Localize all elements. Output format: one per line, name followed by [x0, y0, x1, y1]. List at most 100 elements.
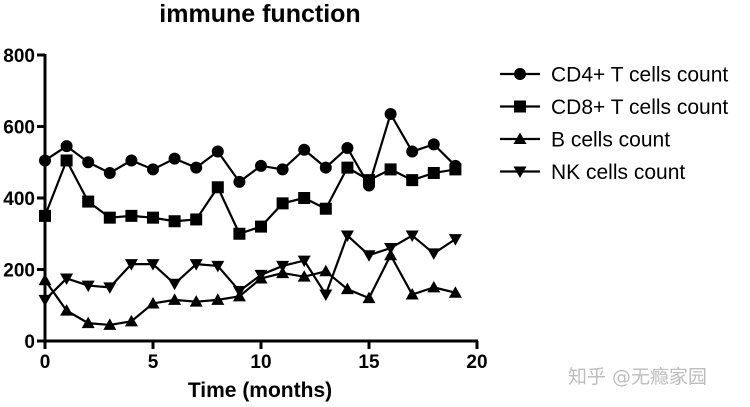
data-point — [448, 286, 462, 298]
data-point — [103, 318, 117, 330]
data-point — [340, 282, 354, 295]
data-point — [60, 273, 74, 285]
chart-title: immune function — [159, 0, 360, 28]
data-point — [341, 161, 354, 174]
data-point — [406, 174, 419, 187]
data-point — [319, 161, 332, 174]
data-point — [125, 209, 138, 222]
legend-marker — [514, 68, 526, 80]
data-point — [298, 143, 311, 156]
legend-label: B cells count — [551, 129, 670, 152]
data-point — [427, 166, 440, 179]
data-point — [319, 202, 332, 215]
data-point — [448, 234, 462, 246]
series-circle — [39, 107, 462, 192]
data-point — [341, 141, 354, 154]
data-point — [103, 211, 116, 224]
series-square — [39, 154, 462, 240]
data-point — [103, 282, 117, 294]
x-axis-title: Time (months) — [188, 379, 332, 402]
data-point — [405, 288, 419, 300]
data-point — [60, 304, 74, 316]
data-point — [147, 163, 159, 176]
data-point — [146, 259, 160, 271]
legend-marker — [514, 100, 526, 113]
data-point — [406, 145, 419, 158]
data-point — [362, 291, 376, 304]
y-tick-label: 800 — [3, 46, 35, 67]
data-point — [298, 192, 311, 204]
data-point — [384, 107, 397, 120]
legend: CD4+ T cells count CD8+ T cells count B ce… — [500, 64, 728, 184]
legend-marker — [513, 132, 527, 144]
data-point — [147, 211, 159, 224]
legend-item: B cells count — [500, 129, 670, 152]
legend-label: CD8+ T cells count — [551, 96, 728, 119]
data-point — [405, 230, 419, 243]
watermark-text: 知乎 @无瘾家园 — [568, 366, 707, 388]
data-point — [449, 163, 462, 176]
data-point — [189, 259, 203, 271]
data-point — [276, 163, 289, 176]
x-tick-label: 15 — [358, 352, 380, 373]
data-point — [233, 175, 246, 188]
data-point — [362, 250, 376, 262]
data-point — [384, 243, 398, 255]
data-point — [297, 270, 311, 282]
data-point — [82, 156, 95, 169]
data-point — [297, 255, 311, 268]
data-point — [211, 293, 225, 305]
data-point — [319, 264, 333, 277]
data-point — [168, 278, 182, 291]
x-tick-label: 20 — [466, 352, 487, 373]
x-tick-label: 0 — [40, 352, 51, 373]
legend-label: CD4+ T cells count — [551, 64, 728, 87]
data-point — [340, 230, 354, 243]
data-point — [146, 296, 160, 309]
data-point — [211, 260, 225, 273]
data-point — [255, 220, 267, 233]
legend-item: NK cells count — [500, 161, 685, 184]
x-tick-label: 5 — [148, 352, 159, 373]
data-point — [125, 154, 138, 167]
data-point — [190, 213, 203, 226]
data-point — [384, 163, 397, 176]
legend-label: NK cells count — [551, 161, 685, 184]
data-point — [103, 166, 116, 179]
x-tick-label: 10 — [250, 352, 271, 373]
y-tick-label: 0 — [24, 332, 35, 353]
legend-item: CD4+ T cells count — [500, 64, 728, 87]
legend-marker — [513, 166, 527, 178]
data-point — [427, 138, 440, 151]
data-point — [124, 259, 138, 271]
data-point — [81, 316, 95, 329]
y-tick-label: 400 — [3, 189, 35, 210]
data-point — [211, 145, 224, 158]
data-point — [190, 161, 203, 174]
data-point — [255, 159, 267, 172]
data-point — [233, 227, 246, 240]
data-point — [363, 174, 375, 187]
data-point — [211, 181, 224, 194]
data-point — [319, 289, 333, 302]
data-point — [60, 154, 73, 167]
series-triangle-down — [38, 230, 462, 307]
series-line — [44, 254, 456, 327]
data-point — [82, 195, 95, 208]
y-tick-label: 600 — [3, 118, 35, 139]
data-point — [276, 197, 289, 210]
data-point — [60, 140, 73, 153]
data-point — [168, 152, 181, 165]
legend-item: CD8+ T cells count — [500, 96, 728, 119]
data-point — [168, 293, 182, 305]
data-point — [168, 215, 181, 228]
plot-area — [38, 107, 462, 330]
data-point — [232, 285, 246, 298]
data-point — [81, 280, 95, 293]
data-point — [427, 248, 441, 260]
data-point — [276, 260, 290, 273]
y-tick-label: 200 — [3, 261, 35, 282]
data-point — [124, 314, 138, 327]
